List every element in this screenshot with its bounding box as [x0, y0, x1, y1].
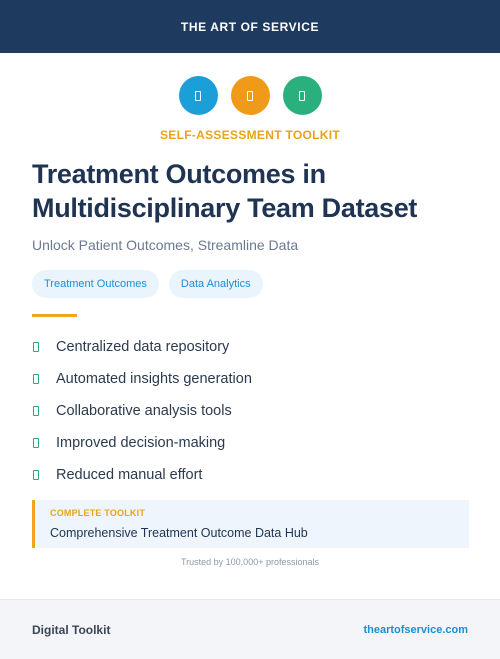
doc-icon	[230, 76, 270, 115]
check-icon	[33, 406, 39, 416]
list-item: Centralized data repository	[32, 331, 252, 363]
check-icon	[33, 470, 39, 480]
footer-label: Digital Toolkit	[32, 622, 111, 637]
list-item: Reduced manual effort	[32, 459, 252, 491]
feature-label: Automated insights generation	[56, 371, 252, 387]
chart-icon	[282, 76, 322, 115]
top-banner: THE ART OF SERVICE	[0, 0, 500, 53]
tag-treatment-outcomes[interactable]: Treatment Outcomes	[32, 270, 159, 298]
feature-label: Centralized data repository	[56, 339, 230, 355]
list-item: Collaborative analysis tools	[32, 395, 252, 427]
accent-divider	[32, 314, 77, 317]
check-icon	[33, 374, 39, 384]
footer-link[interactable]: theartofservice.com	[363, 623, 468, 636]
list-item: Automated insights generation	[32, 363, 252, 395]
page-subtitle: Unlock Patient Outcomes, Streamline Data	[32, 237, 299, 253]
page-title: Treatment Outcomes in Multidisciplinary …	[32, 159, 418, 223]
check-icon	[33, 438, 39, 448]
feature-label: Improved decision-making	[56, 435, 226, 451]
callout-kicker: COMPLETE TOOLKIT	[50, 508, 146, 518]
feature-label: Reduced manual effort	[56, 467, 203, 483]
footer: Digital Toolkit theartofservice.com	[0, 599, 500, 659]
trusted-note: Trusted by 100,000+ professionals	[180, 557, 319, 567]
list-item: Improved decision-making	[32, 427, 252, 459]
tag-data-analytics[interactable]: Data Analytics	[168, 270, 263, 298]
feature-label: Collaborative analysis tools	[56, 403, 232, 419]
check-icon	[33, 342, 39, 352]
brand-name: THE ART OF SERVICE	[180, 19, 320, 34]
toolkit-callout: COMPLETE TOOLKIT Comprehensive Treatment…	[32, 500, 469, 548]
tag-list: Treatment Outcomes Data Analytics	[32, 270, 263, 298]
callout-title: Comprehensive Treatment Outcome Data Hub	[50, 526, 308, 540]
icon-row	[0, 76, 500, 115]
toolkit-eyebrow: SELF-ASSESSMENT TOOLKIT	[159, 128, 341, 142]
info-icon	[178, 76, 218, 115]
feature-list: Centralized data repository Automated in…	[32, 331, 252, 491]
